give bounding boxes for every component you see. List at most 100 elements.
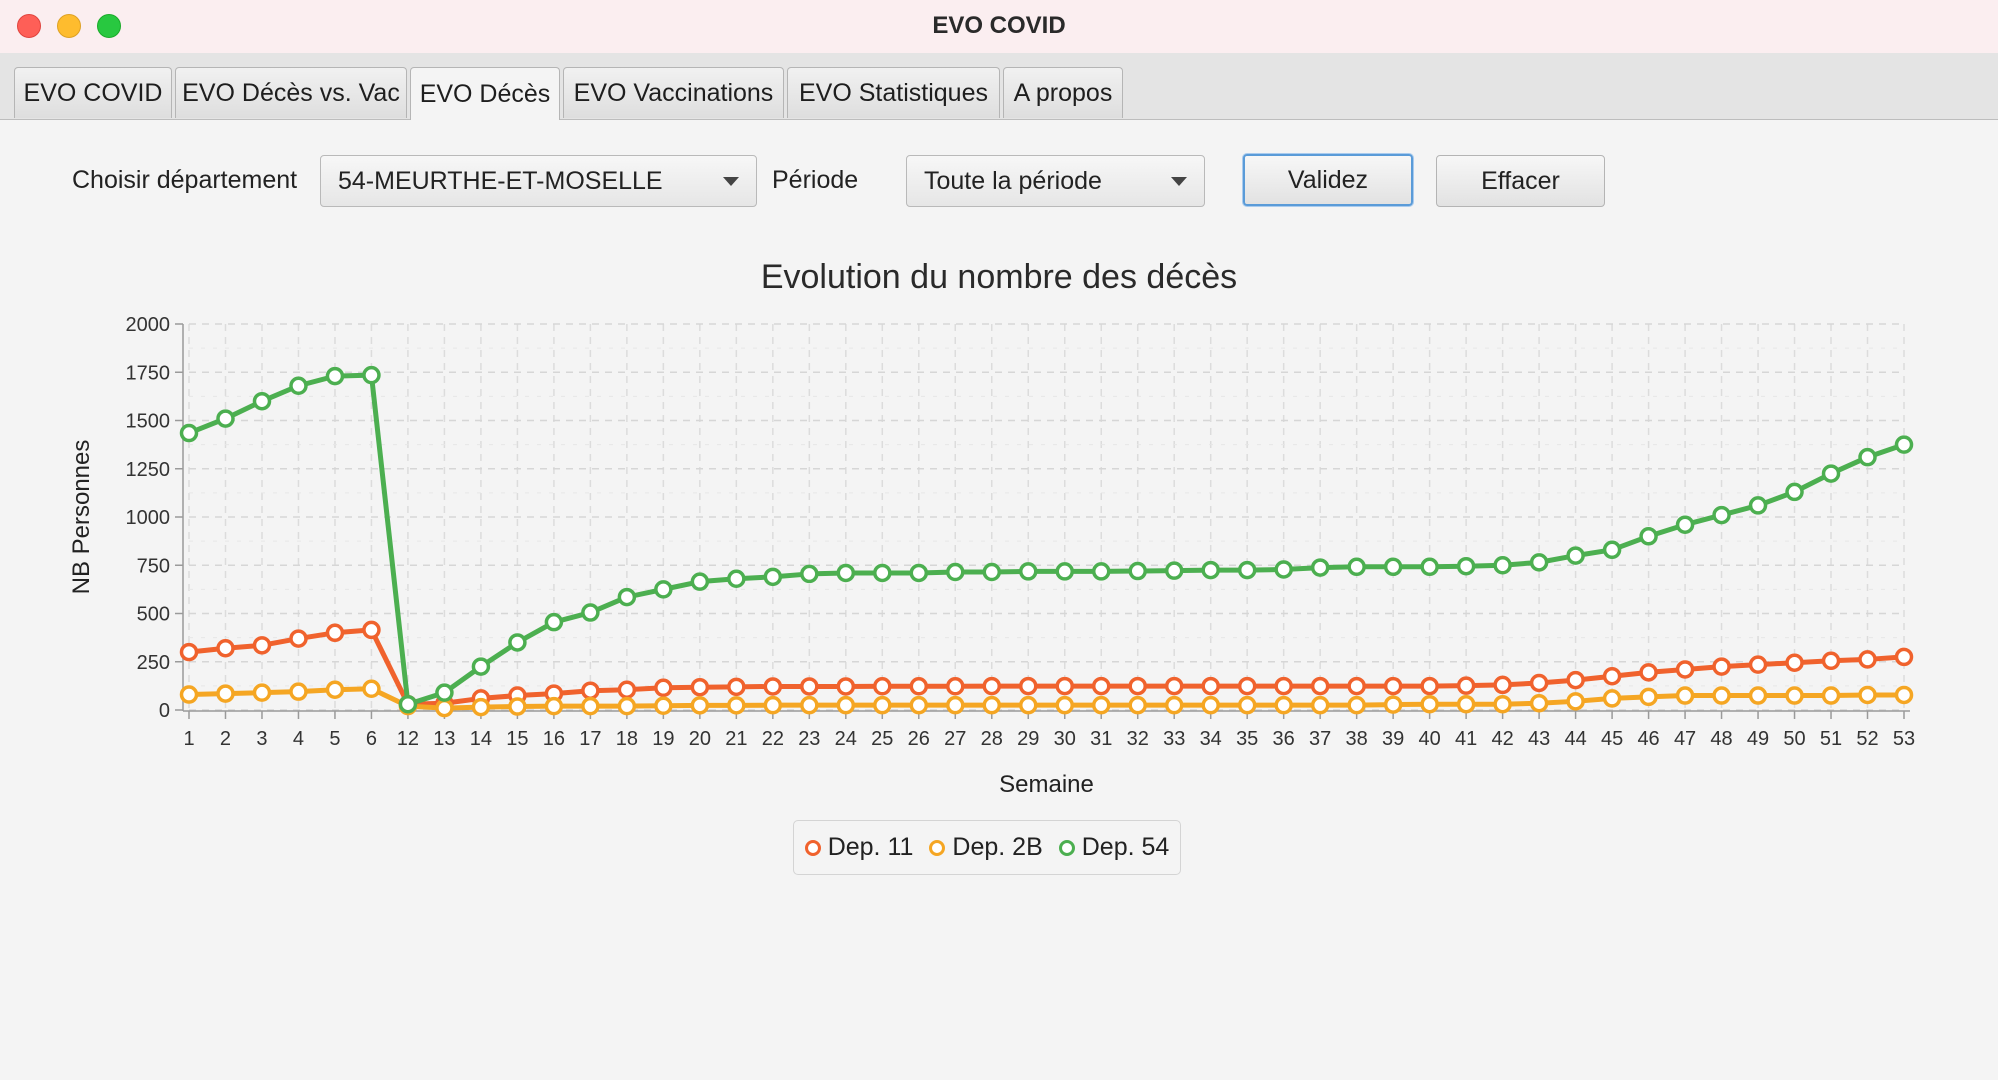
y-tick-label: 250 [137,652,170,674]
x-tick-label: 48 [1710,728,1732,750]
data-point [1639,527,1658,546]
data-point [1493,694,1512,714]
data-point [909,677,929,696]
tab-evo-deces[interactable]: EVO Décès [410,67,560,120]
tab-evo-covid[interactable]: EVO COVID [14,67,172,118]
x-tick-label: 42 [1491,728,1513,750]
tab-evo-statistiques[interactable]: EVO Statistiques [787,67,1000,118]
data-point [1748,686,1768,705]
validate-button[interactable]: Validez [1243,154,1413,206]
y-tick-label: 750 [137,555,170,577]
data-point [252,391,272,411]
data-point [1748,496,1768,515]
data-point [1128,676,1147,696]
data-point [179,685,199,704]
data-point [216,684,235,703]
plot-area [189,324,1904,710]
chart-legend: Dep. 11 Dep. 2B Dep. 54 [793,820,1181,875]
legend-item: Dep. 11 [804,833,913,862]
legend-label: Dep. 2B [952,833,1043,861]
legend-marker-icon [804,839,821,856]
data-point [1128,695,1147,715]
data-point [1310,558,1330,577]
x-tick-label: 39 [1382,728,1404,750]
data-point [325,623,345,643]
data-point [1347,695,1366,715]
data-point [471,657,491,676]
data-point [1602,666,1622,686]
data-point [909,563,929,583]
tab-bar: EVO COVID EVO Décès vs. Vac EVO Décès EV… [0,53,1998,120]
x-tick-label: 34 [1200,728,1222,750]
x-tick-label: 13 [433,728,455,750]
x-tick-label: 45 [1601,728,1623,750]
data-point [398,694,418,714]
data-point [1712,657,1731,676]
x-tick-label: 36 [1273,728,1295,750]
data-point [216,638,235,658]
data-point [1383,695,1403,714]
data-point [1821,464,1841,483]
data-point [1164,676,1184,696]
data-point [982,676,1002,696]
departement-select-value: 54-MEURTHE-ET-MOSELLE [338,166,663,195]
data-point [508,697,527,716]
tab-evo-vaccinations[interactable]: EVO Vaccinations [563,67,784,118]
data-point [909,695,929,715]
clear-button[interactable]: Effacer [1436,155,1605,207]
data-point [1310,695,1330,715]
data-point [654,678,673,698]
close-window-button[interactable] [17,14,41,38]
tab-evo-deces-vs-vac[interactable]: EVO Décès vs. Vac [175,67,407,118]
zoom-window-button[interactable] [97,14,121,38]
data-point [946,695,965,715]
data-point [581,681,600,700]
data-point [252,636,272,655]
y-tick-label: 1500 [126,411,171,433]
y-tick-label: 2000 [126,314,171,336]
data-point [836,563,856,583]
data-point [325,680,345,699]
data-point [690,677,710,697]
chevron-down-icon [723,177,739,186]
data-point [1274,560,1293,579]
data-point [1237,676,1257,696]
data-point [1894,647,1914,667]
data-point [836,695,856,715]
x-tick-label: 19 [652,728,674,750]
x-tick-label: 18 [616,728,638,750]
data-point [179,423,199,443]
data-point [690,572,710,591]
minimize-window-button[interactable] [57,14,81,38]
title-bar: EVO COVID [0,0,1998,54]
data-point [1566,670,1585,690]
data-point [982,562,1002,582]
data-point [1456,694,1476,714]
x-tick-label: 25 [871,728,893,750]
data-point [654,696,673,716]
data-point [1529,693,1549,713]
y-tick-label: 1750 [126,362,171,384]
periode-select[interactable]: Toute la période [906,155,1205,207]
x-tick-label: 43 [1528,728,1550,750]
x-tick-label: 23 [798,728,820,750]
x-tick-label: 26 [908,728,930,750]
departement-select[interactable]: 54-MEURTHE-ET-MOSELLE [320,155,757,207]
data-point [362,679,381,699]
data-point [1091,695,1111,715]
x-tick-label: 53 [1893,728,1915,750]
departement-label: Choisir département [72,166,298,194]
x-tick-label: 28 [981,728,1003,750]
data-point [1274,676,1293,696]
data-point [435,683,454,702]
x-tick-label: 14 [470,728,492,750]
x-tick-label: 44 [1564,728,1586,750]
data-point [763,567,783,587]
y-tick-label: 1250 [126,459,171,481]
tab-a-propos[interactable]: A propos [1003,67,1123,118]
data-point [1821,686,1841,705]
chart-title: Evolution du nombre des décès [760,258,1238,296]
data-point [727,569,746,589]
